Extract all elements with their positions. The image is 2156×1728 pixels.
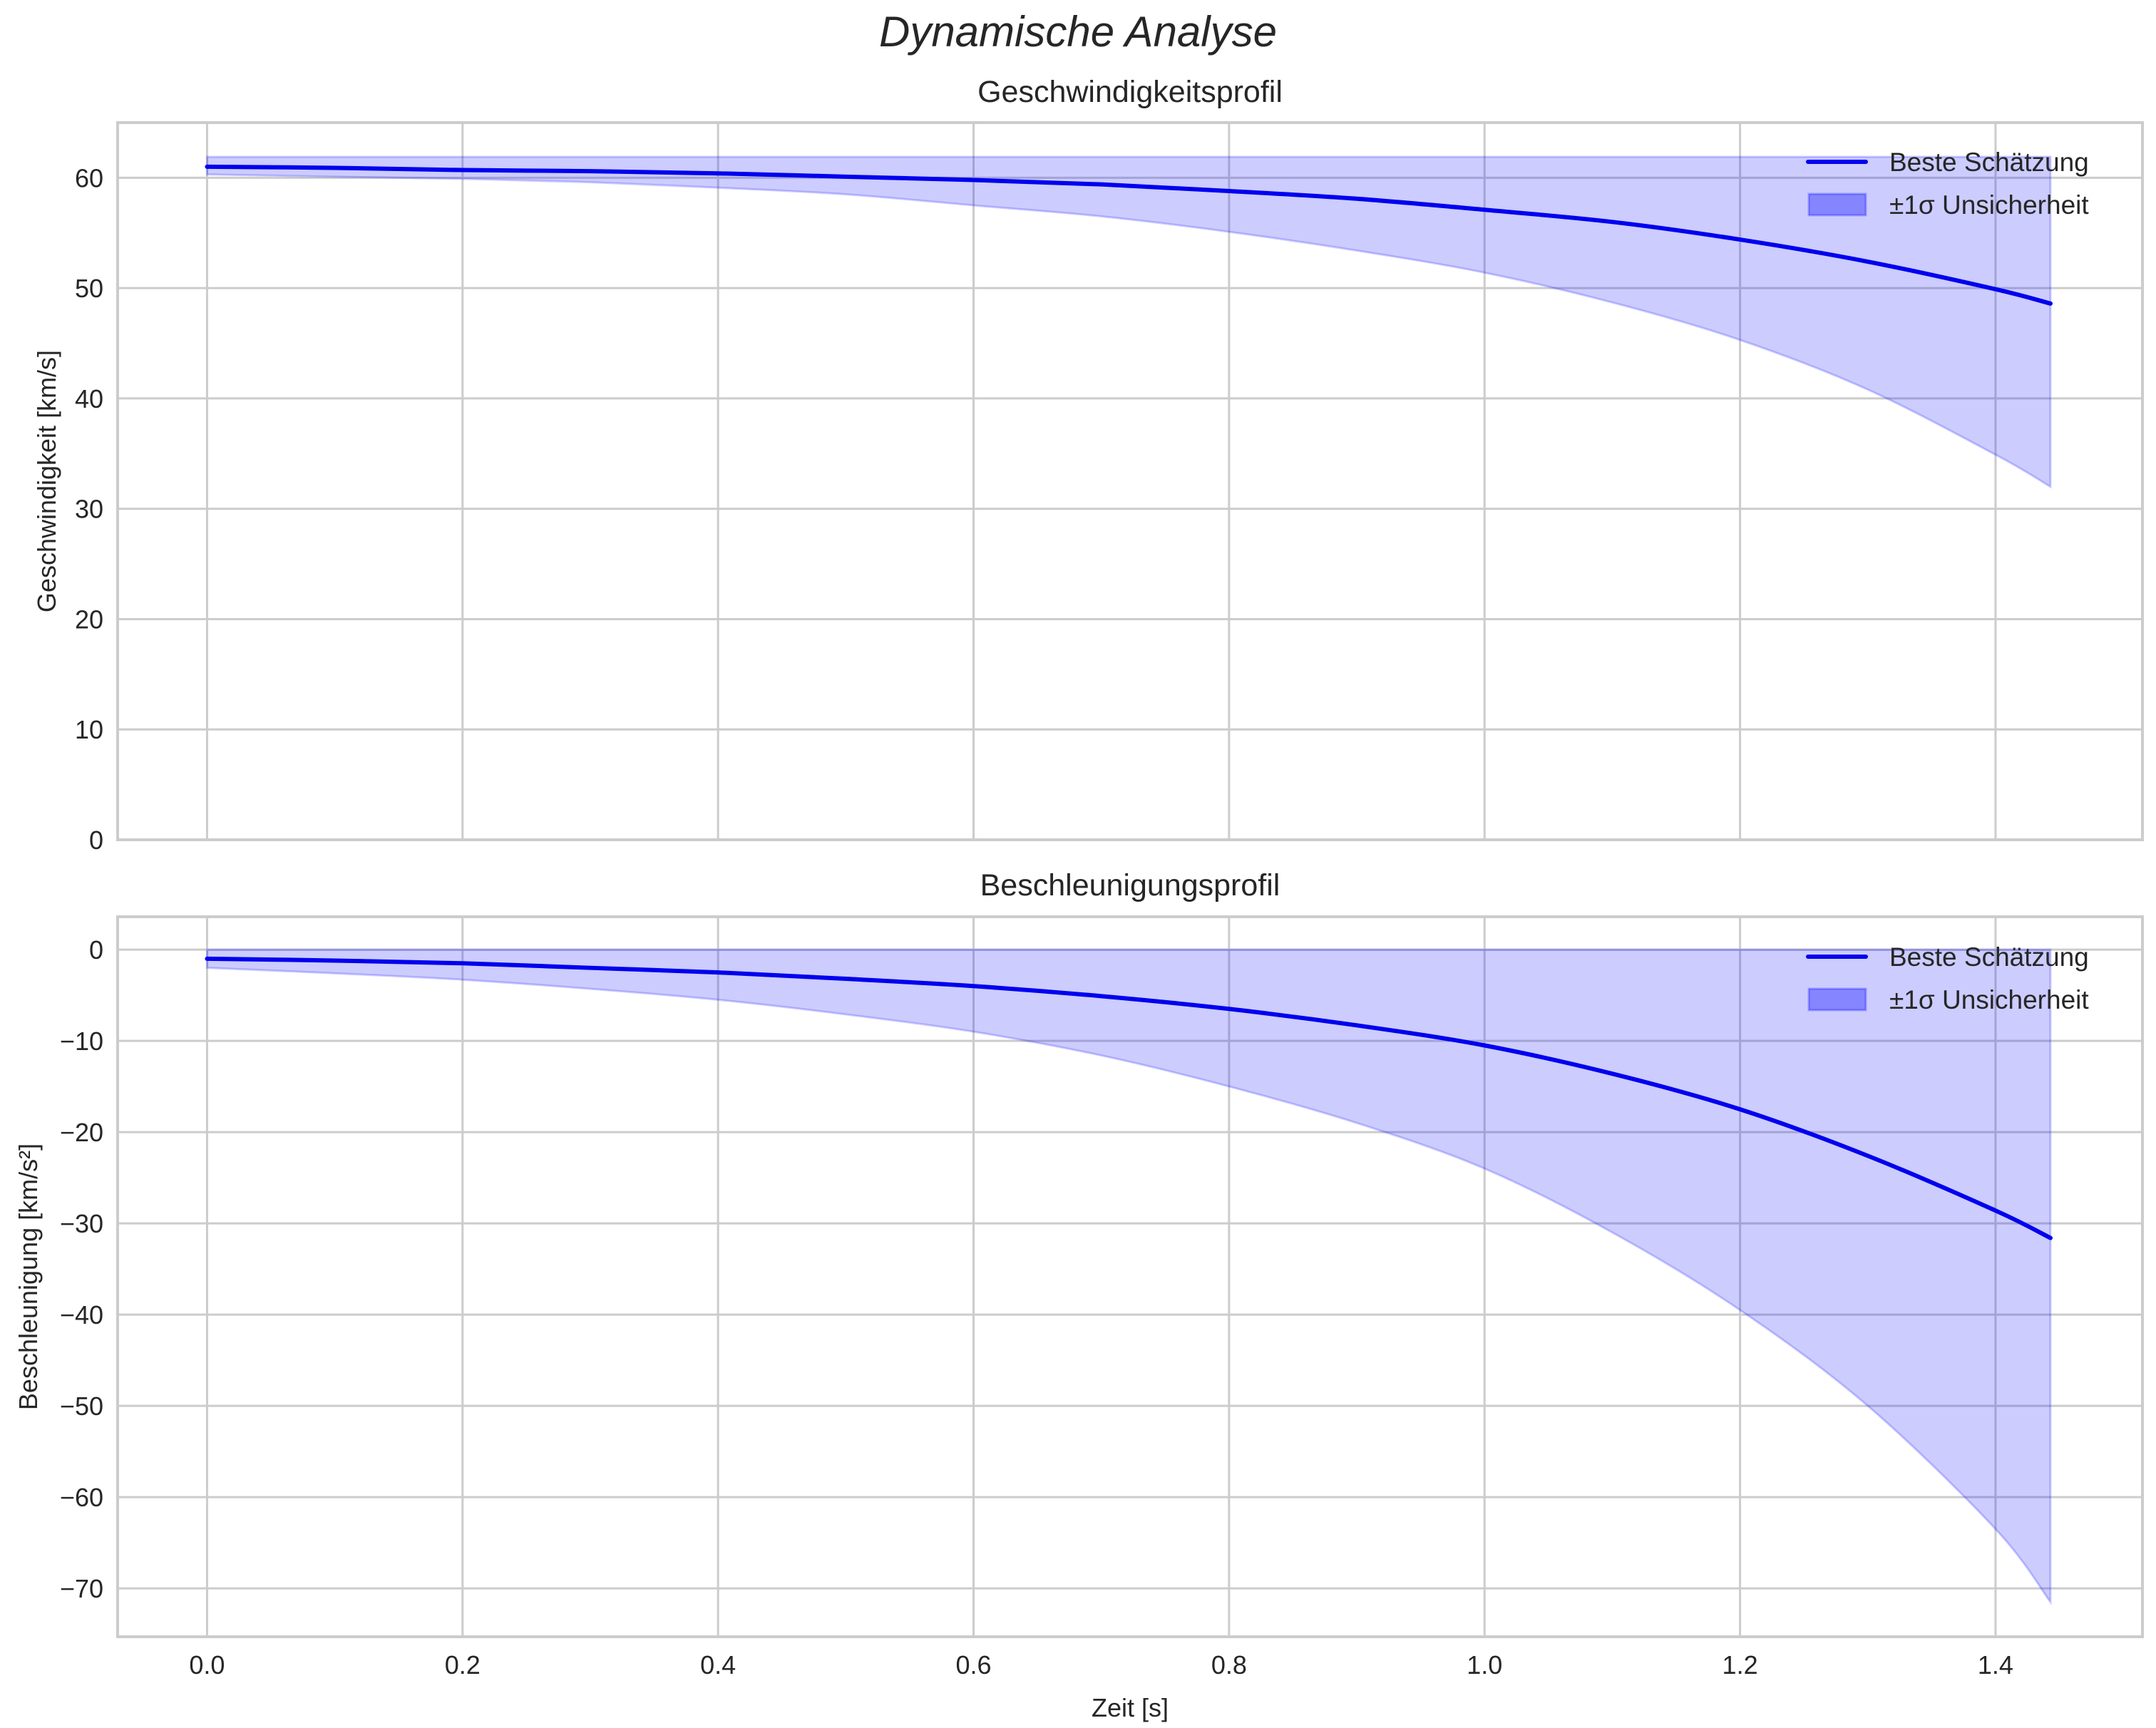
uncertainty-band	[205, 155, 2052, 489]
x-tick-label: 1.0	[1467, 1650, 1502, 1680]
uncertainty-band	[205, 948, 2052, 1605]
best-estimate-line	[205, 164, 2053, 306]
x-tick-label: 0.4	[700, 1650, 736, 1680]
y-tick-label: 20	[75, 605, 103, 634]
y-tick-label: −40	[60, 1300, 103, 1330]
legend-label-best-estimate: Beste Schätzung	[1889, 942, 2089, 972]
x-tick-label: 0.2	[445, 1650, 481, 1680]
axes-frame	[116, 121, 2144, 841]
y-tick-label: −50	[60, 1392, 103, 1421]
y-tick-label: 0	[89, 826, 103, 855]
y-tick-label: −30	[60, 1209, 103, 1238]
y-tick-label: −20	[60, 1118, 103, 1147]
x-tick-label: 0.0	[189, 1650, 225, 1680]
y-tick-label: −60	[60, 1483, 103, 1512]
legend-label-uncertainty: ±1σ Unsicherheit	[1889, 985, 2089, 1014]
acceleration-plot-title: Beschleunigungsprofil	[980, 868, 1280, 902]
y-tick-label: 0	[89, 935, 103, 965]
figure-title: Dynamische Analyse	[878, 8, 1278, 56]
velocity-plot: 0 10 20 30 40 50 60 Geschwindigkeit [km/s] Beste…	[32, 121, 2144, 855]
acceleration-plot: 0 −10 −20 −30 −40 −50 −60 −70 0.0 0.2 0.4 0.6 0.8 1.0…	[14, 915, 2144, 1722]
axes-frame	[116, 915, 2144, 1638]
velocity-plot-title: Geschwindigkeitsprofil	[977, 75, 1283, 109]
legend-band-swatch-icon	[1807, 987, 1867, 1012]
y-tick-label: 40	[75, 384, 103, 413]
best-estimate-line	[205, 956, 2053, 1240]
legend-label-uncertainty: ±1σ Unsicherheit	[1889, 190, 2089, 220]
y-axis-label: Geschwindigkeit [km/s]	[32, 350, 61, 612]
legend-label-best-estimate: Beste Schätzung	[1889, 148, 2089, 177]
x-tick-label: 0.6	[955, 1650, 991, 1680]
y-tick-label: −70	[60, 1574, 103, 1603]
y-tick-label: 50	[75, 274, 103, 303]
y-tick-label: 60	[75, 163, 103, 192]
y-tick-label: 30	[75, 495, 103, 524]
y-axis-label: Beschleunigung [km/s²]	[14, 1143, 43, 1410]
legend-band-swatch-icon	[1807, 192, 1867, 217]
x-tick-label: 0.8	[1211, 1650, 1247, 1680]
x-tick-label: 1.2	[1723, 1650, 1758, 1680]
x-tick-label: 1.4	[1978, 1650, 2013, 1680]
y-tick-label: 10	[75, 715, 103, 744]
x-axis-label: Zeit [s]	[1092, 1693, 1169, 1722]
y-tick-label: −10	[60, 1027, 103, 1056]
